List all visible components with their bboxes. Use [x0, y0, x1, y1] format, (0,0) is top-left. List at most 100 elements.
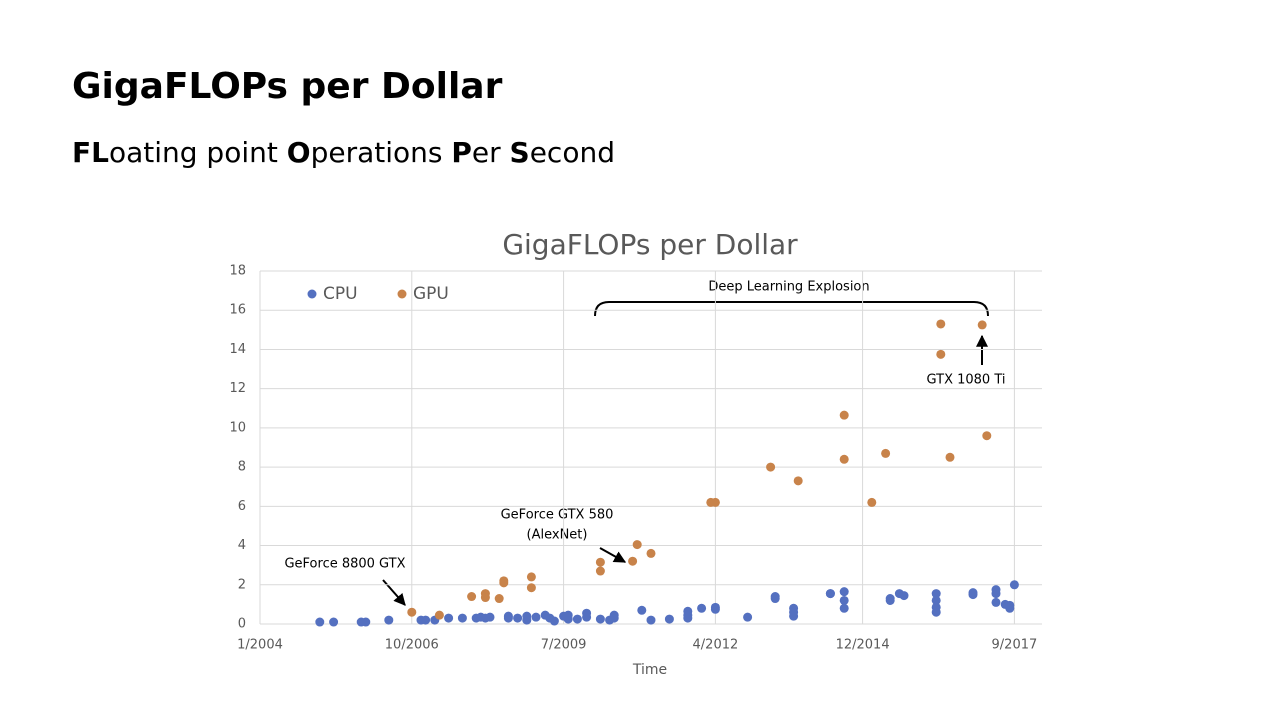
slide-title: GigaFLOPs per Dollar — [72, 66, 503, 107]
subtitle-part: oating point — [109, 136, 287, 169]
point — [885, 594, 895, 604]
point — [444, 613, 454, 623]
point — [710, 602, 720, 612]
point — [549, 616, 559, 626]
x-tick-label: 1/2004 — [237, 638, 283, 653]
point — [945, 452, 955, 462]
point — [457, 613, 467, 623]
point — [526, 583, 536, 593]
x-tick-label: 12/2014 — [836, 638, 890, 653]
subtitle-part: S — [510, 136, 530, 169]
x-tick-label: 7/2009 — [541, 638, 587, 653]
arrow — [382, 579, 406, 606]
point — [977, 320, 987, 330]
point — [480, 593, 490, 603]
y-tick-label: 18 — [229, 264, 246, 279]
y-tick-label: 10 — [229, 420, 246, 435]
y-tick-label: 12 — [229, 381, 246, 396]
subtitle-part: perations — [311, 136, 452, 169]
point — [632, 540, 642, 550]
point — [434, 610, 444, 620]
annotation: GTX 1080 Ti — [927, 373, 1006, 388]
point — [531, 612, 541, 622]
point — [513, 613, 523, 623]
point — [931, 595, 941, 605]
point — [697, 603, 707, 613]
subtitle-part: O — [287, 136, 311, 169]
point — [936, 319, 946, 329]
point — [899, 591, 909, 601]
point — [595, 614, 605, 624]
point — [384, 615, 394, 625]
point — [499, 576, 509, 586]
y-tick-label: 0 — [238, 617, 246, 632]
point — [582, 608, 592, 618]
annotation: Deep Learning Explosion — [708, 280, 869, 295]
point — [526, 572, 536, 582]
point — [931, 589, 941, 599]
y-tick-label: 6 — [238, 499, 246, 514]
slide-subtitle: FLoating point Operations Per Second — [72, 136, 615, 169]
point — [467, 592, 477, 602]
legend-swatch — [397, 289, 407, 299]
y-tick-label: 8 — [238, 460, 246, 475]
annotation: GeForce 8800 GTX — [284, 557, 405, 572]
y-tick-label: 14 — [229, 342, 246, 357]
point — [839, 587, 849, 597]
point — [839, 410, 849, 420]
point — [1005, 600, 1015, 610]
point — [1009, 580, 1019, 590]
annotation: GeForce GTX 580 — [501, 508, 614, 523]
x-tick-label: 9/2017 — [992, 638, 1038, 653]
point — [503, 611, 513, 621]
subtitle-part: econd — [530, 136, 615, 169]
x-axis-label: Time — [632, 662, 667, 678]
legend-label: CPU — [323, 284, 358, 304]
point — [609, 610, 619, 620]
brace — [594, 301, 989, 317]
point — [572, 614, 582, 624]
y-tick-label: 4 — [238, 538, 246, 553]
point — [766, 462, 776, 472]
subtitle-part: P — [451, 136, 472, 169]
point — [825, 589, 835, 599]
point — [595, 557, 605, 567]
point — [315, 617, 325, 627]
legend-label: GPU — [413, 284, 449, 304]
point — [991, 597, 1001, 607]
point — [494, 594, 504, 604]
arrow — [599, 547, 627, 563]
point — [563, 614, 573, 624]
point — [407, 607, 417, 617]
point — [485, 612, 495, 622]
point — [664, 614, 674, 624]
legend-swatch — [307, 289, 317, 299]
subtitle-part: er — [472, 136, 510, 169]
point — [991, 589, 1001, 599]
point — [683, 613, 693, 623]
point — [646, 615, 656, 625]
point — [646, 548, 656, 558]
point — [743, 612, 753, 622]
point — [793, 476, 803, 486]
x-tick-label: 4/2012 — [693, 638, 739, 653]
point — [931, 607, 941, 617]
point — [881, 448, 891, 458]
point — [361, 617, 371, 627]
grid — [259, 270, 1042, 625]
point — [329, 617, 339, 627]
x-tick-label: 10/2006 — [385, 638, 439, 653]
point — [710, 497, 720, 507]
chart-title: GigaFLOPs per Dollar — [502, 228, 798, 261]
subtitle-part: FL — [72, 136, 109, 169]
point — [522, 611, 532, 621]
point — [628, 556, 638, 566]
point — [968, 590, 978, 600]
point — [839, 454, 849, 464]
point — [936, 349, 946, 359]
point — [770, 594, 780, 604]
point — [867, 497, 877, 507]
point — [982, 431, 992, 441]
annotation: (AlexNet) — [527, 528, 588, 543]
